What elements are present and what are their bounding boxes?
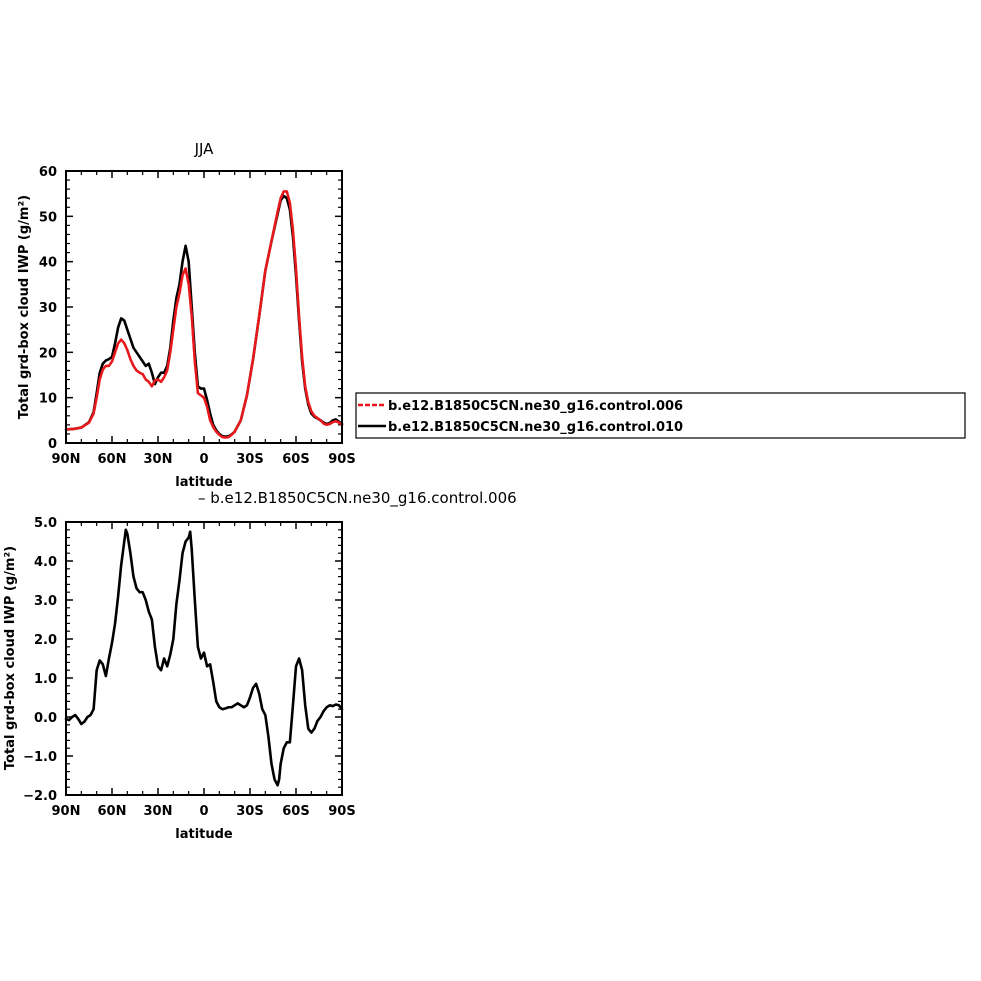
top-x-tick-label: 30S — [236, 452, 263, 467]
top-panel: JJA Total grd-box cloud IWP (g/m²) latit… — [17, 140, 356, 490]
top-panel-title: JJA — [194, 140, 215, 158]
top-x-tick-label: 90S — [328, 452, 355, 467]
bottom-panel-y-axis-title: Total grd-box cloud IWP (g/m²) — [3, 546, 18, 770]
top-x-tick-label: 0 — [199, 452, 208, 467]
bottom-x-tick-label: 60N — [98, 804, 127, 819]
bottom-panel-title: – b.e12.B1850C5CN.ne30_g16.control.006 — [198, 489, 517, 508]
bottom-x-tick-label: 30S — [236, 804, 263, 819]
bottom-series-line-0 — [64, 528, 344, 787]
top-panel-ticks: 90N 60N 30N 0 30S 60S 90S 0 10 20 30 40 50 60 — [39, 165, 356, 467]
bottom-panel-frame — [65, 521, 343, 796]
legend-label-control-010: b.e12.B1850C5CN.ne30_g16.control.010 — [388, 420, 683, 435]
top-y-tick-label: 20 — [39, 346, 57, 361]
top-y-tick-label: 0 — [48, 437, 57, 452]
top-y-tick-label: 10 — [39, 392, 57, 407]
bottom-x-tick-label: 30N — [144, 804, 173, 819]
legend: b.e12.B1850C5CN.ne30_g16.control.006 b.e… — [355, 392, 966, 439]
top-series-line-0 — [64, 190, 344, 439]
bottom-panel: – b.e12.B1850C5CN.ne30_g16.control.006 T… — [3, 489, 517, 842]
top-y-tick-label: 30 — [39, 301, 57, 316]
bottom-y-tick-label: −2.0 — [23, 789, 57, 804]
top-x-tick-label: 60S — [282, 452, 309, 467]
legend-label-control-006: b.e12.B1850C5CN.ne30_g16.control.006 — [388, 399, 683, 414]
bottom-x-tick-label: 90N — [52, 804, 81, 819]
bottom-panel-lines — [64, 528, 344, 787]
top-y-tick-label: 50 — [39, 210, 57, 225]
bottom-y-tick-label: 1.0 — [34, 672, 57, 687]
bottom-panel-x-axis-title: latitude — [175, 827, 233, 842]
bottom-y-tick-label: −1.0 — [23, 750, 57, 765]
bottom-y-tick-label: 2.0 — [34, 633, 57, 648]
bottom-x-tick-label: 60S — [282, 804, 309, 819]
bottom-x-tick-label: 0 — [199, 804, 208, 819]
top-panel-frame — [65, 170, 343, 444]
legend-box — [355, 392, 966, 439]
top-x-tick-label: 30N — [144, 452, 173, 467]
top-x-tick-label: 90N — [52, 452, 81, 467]
top-panel-x-axis-title: latitude — [175, 475, 233, 490]
top-x-tick-label: 60N — [98, 452, 127, 467]
bottom-y-tick-label: 5.0 — [34, 516, 57, 531]
top-panel-y-axis-title: Total grd-box cloud IWP (g/m²) — [17, 195, 32, 419]
bottom-y-tick-label: 4.0 — [34, 555, 57, 570]
top-panel-lines — [64, 190, 344, 439]
bottom-y-tick-label: 3.0 — [34, 594, 57, 609]
top-y-tick-label: 40 — [39, 256, 57, 271]
bottom-x-tick-label: 90S — [328, 804, 355, 819]
top-y-tick-label: 60 — [39, 165, 57, 180]
bottom-y-tick-label: 0.0 — [34, 711, 57, 726]
